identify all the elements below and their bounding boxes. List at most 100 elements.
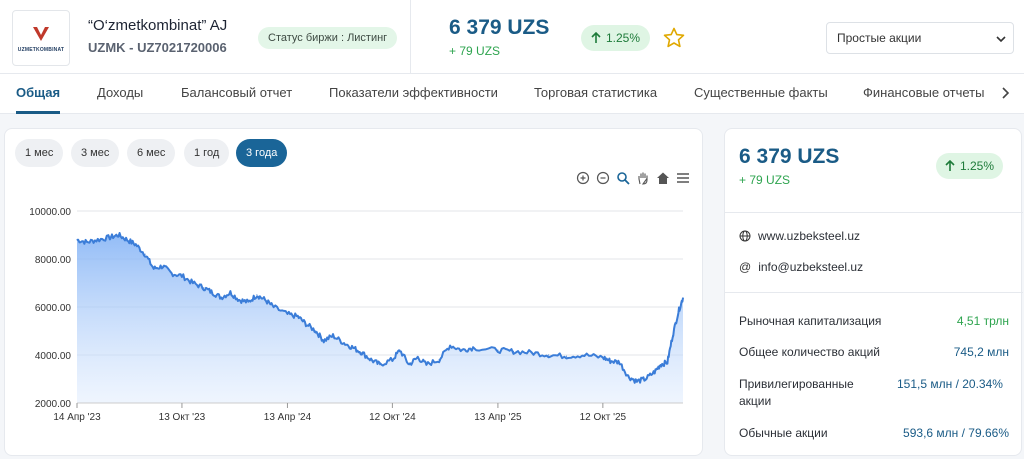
tabs-scroll-right-icon[interactable] xyxy=(1000,86,1010,103)
data-point xyxy=(126,239,128,241)
data-point xyxy=(627,376,629,378)
data-point xyxy=(153,268,155,270)
data-point xyxy=(497,349,499,351)
data-point xyxy=(144,253,146,255)
info-current-price: 6 379 UZS xyxy=(739,145,840,168)
y-tick-label: 8000.00 xyxy=(35,255,72,266)
data-point xyxy=(286,313,289,315)
tab-trading-stats[interactable]: Торговая статистика xyxy=(534,85,658,100)
data-point xyxy=(438,359,440,361)
tab-performance[interactable]: Показатели эффективности xyxy=(329,85,498,100)
data-point xyxy=(220,296,222,298)
chart-menu-icon[interactable] xyxy=(675,170,691,186)
price-change: + 79 UZS xyxy=(449,44,501,58)
data-point xyxy=(323,340,325,342)
data-point xyxy=(97,239,99,241)
arrow-up-icon xyxy=(945,160,955,171)
company-name: “O‘zmetkombinat” AJ xyxy=(88,17,228,34)
data-point xyxy=(666,361,669,363)
data-point xyxy=(583,354,586,356)
share-type-select[interactable]: Простые акции xyxy=(826,22,1014,54)
data-point xyxy=(86,241,88,243)
data-point xyxy=(170,272,173,274)
data-point xyxy=(181,275,183,277)
chevron-down-icon xyxy=(996,36,1006,43)
tab-income[interactable]: Доходы xyxy=(97,85,144,100)
data-point xyxy=(352,347,354,349)
info-change-percent-value: 1.25% xyxy=(960,159,995,173)
data-point xyxy=(297,316,299,318)
price-series-line xyxy=(76,232,684,384)
x-tick-label: 14 Апр '23 xyxy=(53,412,101,423)
data-point xyxy=(162,265,164,267)
header: UZMETKOMBINAT “O‘zmetkombinat” AJ UZMK -… xyxy=(0,0,1024,74)
info-change-percent-badge: 1.25% xyxy=(936,153,1004,179)
email-link[interactable]: @ info@uzbeksteel.uz xyxy=(739,260,863,274)
zoom-out-icon[interactable] xyxy=(595,170,611,186)
data-point xyxy=(264,299,266,301)
data-point xyxy=(654,371,656,373)
tab-balance-sheet[interactable]: Балансовый отчет xyxy=(181,85,293,100)
total-shares-label: Общее количество акций xyxy=(739,345,880,359)
email-link-text: info@uzbeksteel.uz xyxy=(758,260,864,274)
price-area-chart[interactable]: 10000.00 8000.00 6000.00 4000.00 2000.00 14 А… xyxy=(5,197,702,455)
range-3y-button[interactable]: 3 года xyxy=(236,139,288,167)
tab-financial-reports[interactable]: Финансовые отчеты xyxy=(863,85,985,100)
website-link[interactable]: www.uzbeksteel.uz xyxy=(739,229,860,243)
x-tick-label: 13 Окт '23 xyxy=(159,412,206,423)
market-cap-value: 4,51 трлн xyxy=(956,314,1009,328)
data-point xyxy=(682,297,684,299)
exchange-status-badge: Статус биржи : Листинг xyxy=(258,27,398,49)
data-point xyxy=(370,359,372,361)
range-1m-button[interactable]: 1 мес xyxy=(15,139,64,167)
y-tick-label: 10000.00 xyxy=(29,207,71,218)
data-point xyxy=(512,350,515,352)
at-sign-icon: @ xyxy=(739,260,752,274)
tab-material-facts[interactable]: Существенные факты xyxy=(694,85,828,100)
range-1y-button[interactable]: 1 год xyxy=(184,139,230,167)
globe-icon xyxy=(739,230,751,242)
x-tick-label: 12 Окт '24 xyxy=(369,412,416,423)
data-point xyxy=(472,347,474,349)
data-point xyxy=(211,292,214,294)
total-shares-value: 745,2 млн xyxy=(953,345,1009,359)
logo-mark-icon xyxy=(33,27,49,41)
common-shares-value: 593,6 млн / 79.66% xyxy=(903,426,1009,440)
data-point xyxy=(530,352,532,354)
company-ticker: UZMK - UZ7021720006 xyxy=(88,40,227,55)
company-info-card: 6 379 UZS + 79 UZS 1.25% www.uzbeksteel.… xyxy=(724,128,1023,456)
section-tabs: Общая Доходы Балансовый отчет Показатели… xyxy=(0,74,1024,114)
chart-toolbar xyxy=(575,169,691,187)
data-point xyxy=(636,380,638,382)
data-point xyxy=(408,364,410,366)
market-cap-label: Рыночная капитализация xyxy=(739,314,882,328)
zoom-selection-icon[interactable] xyxy=(615,170,631,186)
data-point xyxy=(565,355,568,357)
data-point xyxy=(609,360,611,362)
data-point xyxy=(247,301,249,303)
reset-home-icon[interactable] xyxy=(655,170,671,186)
logo-brand-text: UZMETKOMBINAT xyxy=(17,47,65,53)
data-point xyxy=(109,236,111,238)
common-shares-label: Обычные акции xyxy=(739,426,828,440)
data-point xyxy=(361,352,363,354)
pan-hand-icon[interactable] xyxy=(635,170,651,186)
y-tick-label: 2000.00 xyxy=(35,399,72,410)
data-point xyxy=(672,335,674,337)
data-point xyxy=(602,356,604,358)
data-point xyxy=(391,359,393,361)
favorite-star-icon[interactable] xyxy=(662,26,686,50)
data-point xyxy=(399,349,401,351)
zoom-in-icon[interactable] xyxy=(575,170,591,186)
data-point xyxy=(76,239,78,241)
arrow-up-icon xyxy=(591,32,601,43)
x-tick-label: 13 Апр '25 xyxy=(474,412,522,423)
data-point xyxy=(618,361,621,363)
range-3m-button[interactable]: 3 мес xyxy=(71,139,120,167)
data-point xyxy=(229,292,231,294)
preferred-shares-label: Привилегированные акции xyxy=(739,377,854,408)
tab-overview[interactable]: Общая xyxy=(16,74,61,114)
data-point xyxy=(315,330,317,332)
range-6m-button[interactable]: 6 мес xyxy=(127,139,176,167)
x-tick-label: 12 Окт '25 xyxy=(580,412,627,423)
